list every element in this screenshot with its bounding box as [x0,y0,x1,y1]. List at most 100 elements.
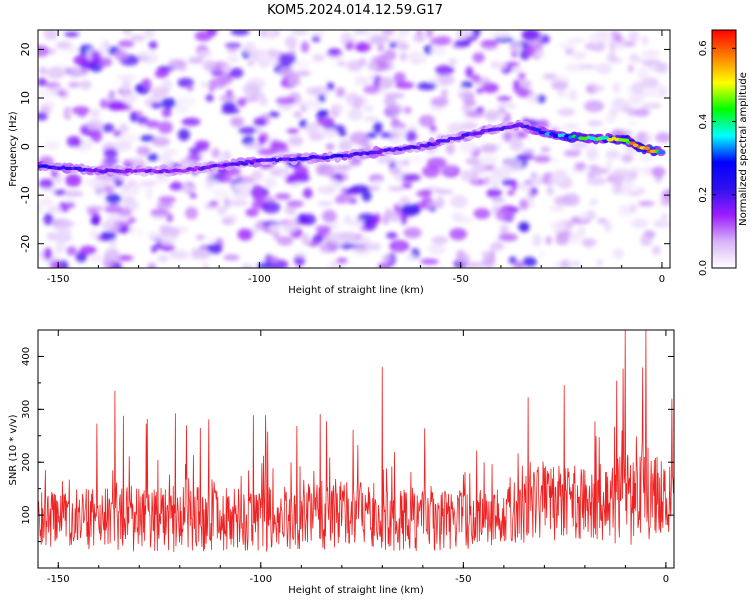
noise-blob [567,37,586,44]
noise-blob [425,30,434,38]
noise-blob [114,49,128,61]
noise-blob [219,94,237,102]
spectrogram-panel: -150 -100 -50 0 20 10 0 -10 -20 Height of straig… [8,29,671,296]
noise-blob [645,133,653,143]
noise-blob [66,135,82,148]
noise-blob [117,40,135,48]
noise-blob [196,50,213,58]
noise-blob [336,257,348,264]
noise-blob [39,66,47,75]
noise-blob [478,155,499,167]
noise-blob [49,48,56,55]
noise-blob [588,32,602,45]
noise-blob [637,200,655,207]
ridge-core [383,148,389,152]
noise-blob [238,126,258,135]
noise-blob [57,90,67,97]
noise-blob [326,82,335,91]
noise-blob [146,120,160,129]
noise-blob [421,189,433,197]
noise-blob [302,187,313,199]
noise-blob [349,131,369,145]
noise-blob [322,209,337,223]
noise-blob [231,192,249,199]
noise-blob [609,40,616,54]
noise-blob [655,132,670,143]
noise-blob [558,42,577,50]
noise-blob [258,96,268,107]
noise-blob [491,31,511,39]
noise-blob [382,30,395,36]
noise-blob [405,130,418,142]
noise-blob [319,128,338,138]
noise-blob [516,153,534,161]
noise-blob [612,43,628,50]
noise-blob [442,165,457,174]
noise-blob [400,212,408,225]
noise-blob [384,207,393,221]
ridge-core [321,156,328,160]
noise-blob [274,193,291,200]
noise-blob [471,30,481,38]
noise-blob [472,52,485,63]
noise-blob [578,213,590,221]
noise-blob [382,254,393,262]
noise-blob [358,57,367,67]
noise-blob [457,91,465,98]
noise-blob [476,87,484,94]
noise-blob [38,77,48,87]
noise-blob [651,166,666,178]
noise-blob [505,61,520,67]
noise-blob [121,84,130,95]
noise-blob [402,173,421,182]
noise-blob [428,243,446,255]
noise-blob [217,206,227,215]
noise-blob [157,254,169,263]
noise-blob [79,245,97,255]
noise-blob [113,129,122,137]
noise-blob [128,226,136,234]
noise-blob [464,261,484,268]
x-tick-label: 0 [659,274,665,285]
noise-blob [398,42,410,51]
noise-blob [589,198,599,206]
noise-blob [301,233,310,246]
noise-blob [148,40,158,50]
noise-blob [595,63,613,75]
noise-blob [491,179,499,189]
noise-blob [223,197,231,209]
noise-blob [567,89,578,101]
x-tick-label: -50 [455,574,471,585]
noise-blob [325,143,335,151]
noise-blob [195,234,206,241]
noise-blob [513,262,526,268]
noise-blob [546,185,554,196]
noise-blob [101,123,115,133]
noise-blob [79,80,92,90]
noise-blob [263,30,278,41]
noise-blob [574,149,581,156]
noise-blob [38,203,45,215]
ridge-core [568,135,573,139]
noise-blob [471,74,481,82]
spectrogram-x-axis-label: Height of straight line (km) [288,285,424,296]
snr-frame [37,329,675,569]
noise-blob [508,256,517,265]
noise-blob [504,158,523,172]
noise-blob [393,72,406,84]
noise-blob [532,234,542,247]
noise-blob [176,96,196,106]
noise-blob [551,220,567,232]
noise-blob [545,236,552,245]
noise-blob [587,120,603,127]
noise-blob [608,57,622,64]
noise-blob [38,178,54,189]
noise-blob [39,197,53,205]
noise-blob [511,179,518,191]
noise-blob [350,184,370,194]
noise-blob [268,223,282,233]
noise-blob [315,225,332,232]
noise-blob [116,75,137,81]
noise-blob [328,178,341,191]
noise-blob [261,201,281,214]
